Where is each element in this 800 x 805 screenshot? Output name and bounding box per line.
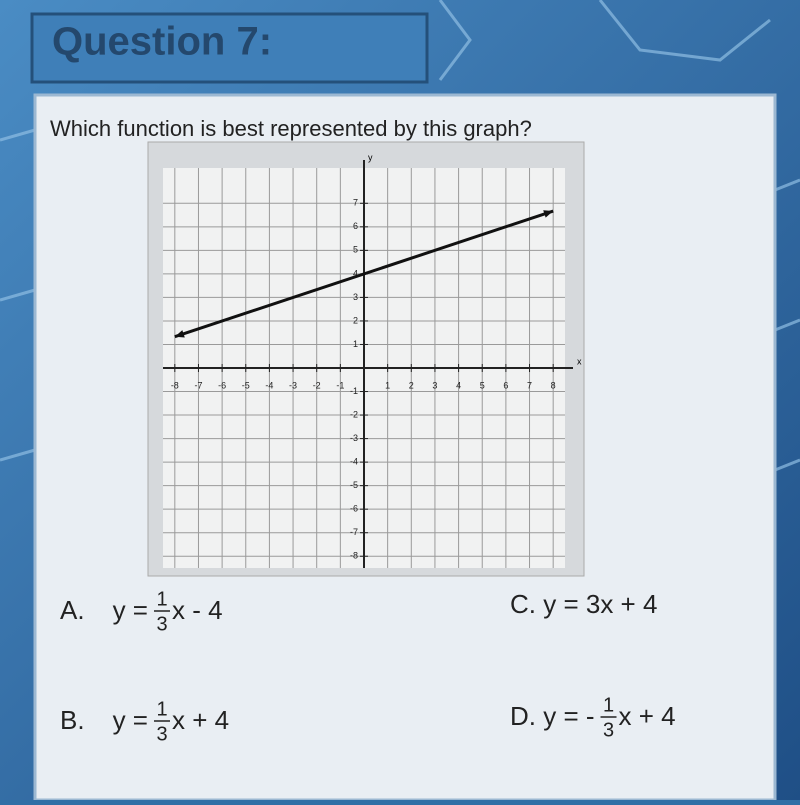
y-tick-label: 6 bbox=[353, 221, 358, 231]
header-box bbox=[30, 12, 429, 84]
y-tick-label: 3 bbox=[353, 292, 358, 302]
option-label: B. bbox=[60, 705, 85, 735]
header-title: Question 7: bbox=[52, 20, 272, 64]
option-label: D. y = - bbox=[510, 701, 595, 731]
arrow-head bbox=[543, 210, 554, 218]
x-tick-label: 7 bbox=[527, 380, 532, 390]
y-tick-label: 4 bbox=[353, 268, 358, 278]
x-tick-label: 3 bbox=[432, 380, 437, 390]
option-prefix: y = bbox=[113, 705, 148, 735]
x-tick-label: 8 bbox=[551, 380, 556, 390]
y-tick-label: 7 bbox=[353, 198, 358, 208]
option-suffix: x + 4 bbox=[172, 705, 229, 735]
x-tick-label: -8 bbox=[171, 380, 179, 390]
option-label: A. bbox=[60, 595, 85, 625]
y-tick-label: -5 bbox=[350, 480, 358, 490]
question-text: Which function is best represented by th… bbox=[50, 116, 532, 141]
fraction-denominator: 3 bbox=[156, 723, 167, 745]
y-tick-label: -6 bbox=[350, 504, 358, 514]
y-tick-label: -4 bbox=[350, 456, 358, 466]
x-tick-label: 2 bbox=[409, 380, 414, 390]
hex-pattern bbox=[0, 0, 800, 472]
arrow-head bbox=[174, 330, 185, 338]
x-tick-label: 6 bbox=[503, 380, 508, 390]
option-suffix: x + 4 bbox=[619, 701, 676, 731]
y-axis-label: y bbox=[368, 152, 373, 162]
y-tick-label: 1 bbox=[353, 339, 358, 349]
fraction-denominator: 3 bbox=[603, 719, 614, 741]
x-tick-label: 1 bbox=[385, 380, 390, 390]
fraction-numerator: 1 bbox=[603, 694, 614, 716]
y-tick-label: 5 bbox=[353, 245, 358, 255]
fraction-denominator: 3 bbox=[156, 613, 167, 635]
x-tick-label: -3 bbox=[289, 380, 297, 390]
x-tick-label: -1 bbox=[336, 380, 344, 390]
y-tick-label: -1 bbox=[350, 386, 358, 396]
fraction-numerator: 1 bbox=[156, 698, 167, 720]
x-tick-label: -5 bbox=[242, 380, 250, 390]
x-tick-label: 5 bbox=[480, 380, 485, 390]
option-suffix: x - 4 bbox=[172, 595, 223, 625]
function-line bbox=[174, 209, 554, 339]
x-tick-label: 4 bbox=[456, 380, 461, 390]
y-tick-label: -3 bbox=[350, 433, 358, 443]
x-tick-label: -7 bbox=[194, 380, 202, 390]
x-tick-label: -2 bbox=[313, 380, 321, 390]
y-tick-label: -8 bbox=[350, 551, 358, 561]
x-tick-label: -4 bbox=[265, 380, 273, 390]
y-tick-label: -2 bbox=[350, 409, 358, 419]
option-label: C. y = 3x + 4 bbox=[510, 589, 657, 619]
fraction-numerator: 1 bbox=[156, 588, 167, 610]
y-tick-label: -7 bbox=[350, 527, 358, 537]
x-axis-label: x bbox=[577, 356, 582, 366]
x-tick-label: -6 bbox=[218, 380, 226, 390]
y-tick-label: 2 bbox=[353, 315, 358, 325]
option-prefix: y = bbox=[113, 595, 148, 625]
